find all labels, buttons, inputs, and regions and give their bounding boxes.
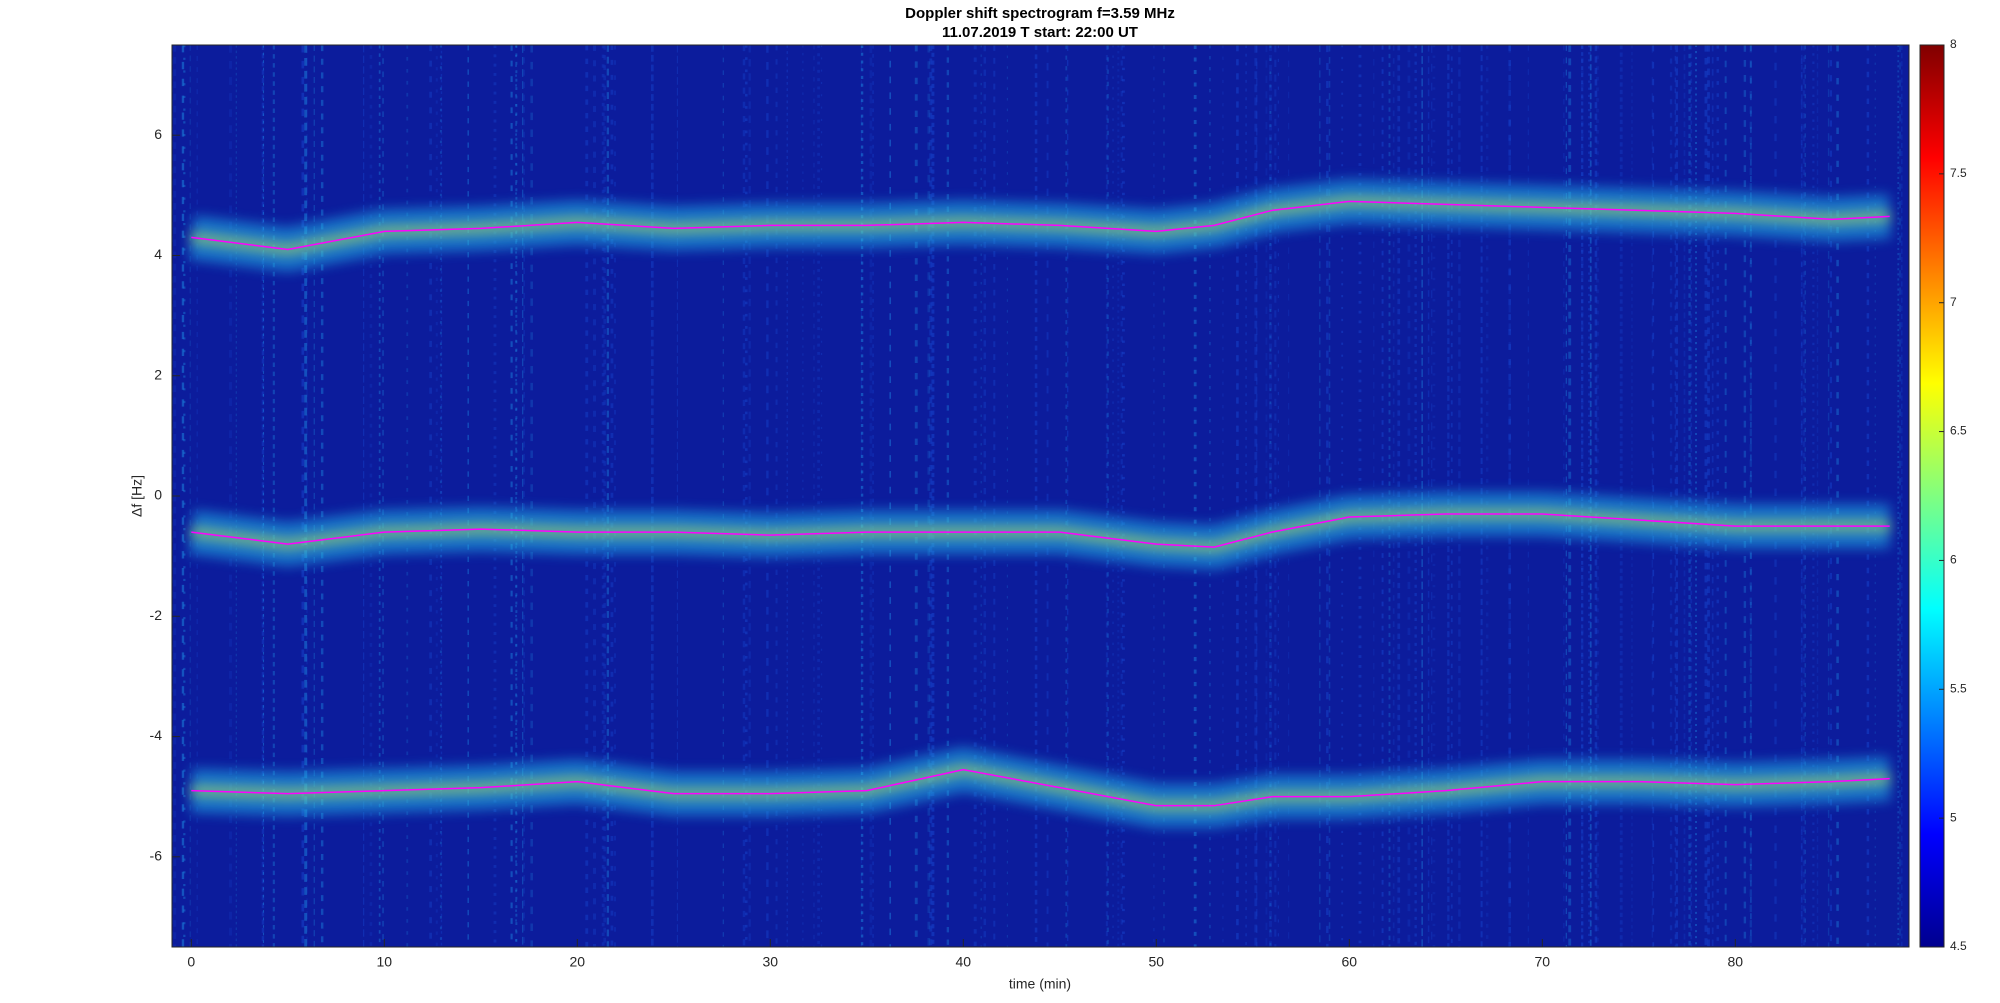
colorbar-tick-label: 7.5	[1950, 166, 1967, 180]
colorbar-tick-label: 7	[1950, 295, 1957, 309]
colorbar-tick-label: 4.5	[1950, 939, 1967, 953]
y-tick-label: -4	[150, 727, 163, 743]
colorbar	[1919, 44, 1945, 948]
x-tick-label: 60	[1342, 954, 1358, 970]
chart-title: Doppler shift spectrogram f=3.59 MHz	[905, 5, 1175, 22]
x-tick-label: 40	[956, 954, 972, 970]
y-tick-label: 2	[154, 366, 162, 382]
trace-line	[191, 768, 1890, 807]
y-tick-label: -2	[150, 607, 163, 623]
chart-subtitle: 11.07.2019 T start: 22:00 UT	[942, 24, 1138, 41]
x-tick-label: 10	[377, 954, 393, 970]
trace-line	[191, 200, 1890, 251]
colorbar-tick-label: 5	[1950, 810, 1957, 824]
x-tick-label: 30	[763, 954, 779, 970]
y-tick-label: 0	[154, 487, 162, 503]
x-axis-label: time (min)	[1009, 976, 1071, 992]
x-tick-label: 20	[570, 954, 586, 970]
trace-line	[191, 513, 1890, 548]
y-tick-label: 4	[154, 246, 162, 262]
x-tick-label: 50	[1149, 954, 1165, 970]
colorbar-tick-label: 6.5	[1950, 424, 1967, 438]
x-tick-label: 70	[1535, 954, 1551, 970]
plot-content	[172, 45, 1903, 947]
x-tick-label: 80	[1728, 954, 1744, 970]
x-tick-label: 0	[187, 954, 195, 970]
y-axis-label: Δf [Hz]	[129, 475, 145, 517]
y-tick-label: 6	[154, 126, 162, 142]
colorbar-tick-label: 8	[1950, 37, 1957, 51]
plot-area	[172, 45, 1909, 947]
colorbar-tick-label: 5.5	[1950, 681, 1967, 695]
y-tick-label: -6	[150, 848, 163, 864]
colorbar-tick-label: 6	[1950, 553, 1957, 567]
